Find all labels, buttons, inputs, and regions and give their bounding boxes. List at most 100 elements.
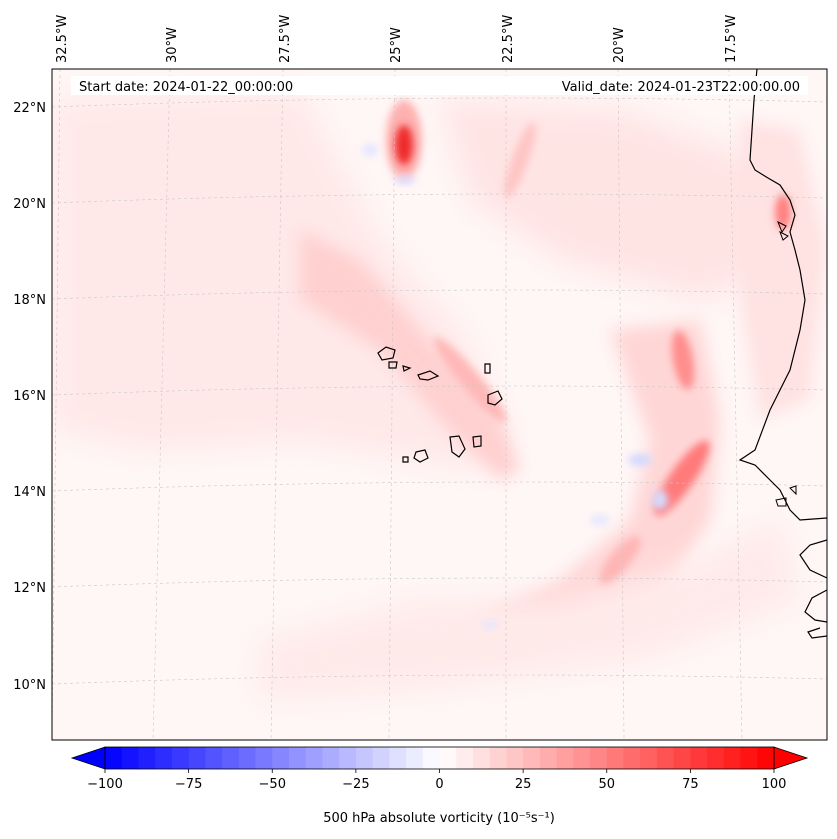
north-vorticity-max-core — [395, 125, 413, 165]
gridlines — [52, 69, 827, 740]
start-date-label: Start date: 2024-01-22_00:00:00 — [79, 80, 293, 95]
vorticity-field — [52, 69, 827, 740]
colorbar-cell — [171, 747, 190, 769]
colorbar-max-extend-arrow — [773, 746, 809, 770]
colorbar-cell — [389, 747, 407, 769]
colorbar-cell — [288, 747, 307, 769]
parallel — [52, 289, 827, 300]
colorbar-cell — [355, 747, 374, 769]
santa-luzia-island — [402, 365, 412, 372]
boa-vista-island — [487, 390, 503, 406]
coastal-max — [775, 194, 791, 230]
colorbar-cell — [707, 747, 725, 769]
sao-nicolau-island — [417, 370, 440, 381]
colorbar-cell — [590, 747, 608, 769]
colorbar-cell — [422, 747, 441, 769]
parallel — [52, 97, 827, 108]
colorbar-cell — [305, 747, 324, 769]
colorbar-tick-label: −25 — [342, 777, 369, 792]
colorbar-cell — [188, 747, 206, 769]
colorbar-cell — [439, 747, 457, 769]
colorbar-cell — [523, 747, 541, 769]
colorbar-tick-label: 100 — [762, 777, 787, 792]
colorbar-cells — [105, 747, 775, 769]
field-coast-pink — [740, 120, 827, 420]
colorbar-cell — [723, 747, 742, 769]
parallel — [52, 193, 827, 204]
east-band-south-max — [654, 440, 710, 516]
meridian — [728, 69, 743, 740]
map-frame — [51, 68, 828, 741]
colorbar-cell — [138, 747, 156, 769]
meridian — [388, 69, 396, 740]
lon-label: 25°W — [389, 27, 404, 63]
negative-patch-6 — [362, 144, 378, 156]
colorbar-min-extend-arrow — [70, 746, 106, 770]
parallel — [52, 577, 827, 588]
colorbar-tick-label: 50 — [598, 777, 615, 792]
colorbar-tick-label: 75 — [682, 777, 699, 792]
maio-island — [472, 435, 482, 448]
colorbar-cell — [757, 747, 775, 769]
latitude-labels: 22°N 20°N 18°N 16°N 14°N 12°N 10°N — [13, 101, 46, 693]
brava-island — [402, 456, 409, 463]
east-band-north-max — [671, 330, 695, 390]
colorbar-tick-label: −75 — [175, 777, 202, 792]
colorbar-tick-label: −50 — [259, 777, 286, 792]
field-south-pink — [260, 520, 800, 700]
lat-label: 10°N — [13, 678, 46, 693]
lon-label: 17.5°W — [724, 15, 739, 63]
colorbar-cell — [238, 747, 257, 769]
negative-patch-1 — [395, 176, 415, 184]
lon-label: 30°W — [165, 27, 180, 63]
lat-label: 12°N — [13, 581, 46, 596]
field-central-band — [300, 230, 520, 480]
colorbar-ticks: −100 −75 −50 −25 0 25 50 75 100 — [87, 769, 786, 792]
lat-label: 14°N — [13, 485, 46, 500]
colorbar-cell — [673, 747, 691, 769]
lon-label: 20°W — [612, 27, 627, 63]
colorbar-cell — [255, 747, 273, 769]
colorbar-label: 500 hPa absolute vorticity (10⁻⁵s⁻¹) — [323, 811, 555, 826]
negative-patch-3 — [652, 490, 668, 510]
colorbar-cell — [121, 747, 140, 769]
colorbar-cell — [539, 747, 558, 769]
fogo-island — [413, 449, 429, 463]
colorbar-cell — [406, 747, 424, 769]
lat-label: 22°N — [13, 101, 46, 116]
sal-island — [484, 363, 491, 374]
colorbar-cell — [105, 747, 123, 769]
parallel — [52, 481, 827, 492]
santiago-island — [449, 435, 466, 458]
colorbar-cell — [205, 747, 223, 769]
lat-label: 20°N — [13, 197, 46, 212]
negative-patch-2 — [628, 454, 652, 466]
parallel — [52, 385, 827, 396]
colorbar: −100 −75 −50 −25 0 25 50 75 100 500 hPa absolute… — [70, 746, 809, 826]
bijagos-islands — [775, 485, 797, 507]
colorbar-tick-label: 25 — [515, 777, 532, 792]
sao-vicente-island — [388, 361, 398, 369]
meridian — [52, 69, 61, 740]
colorbar-cell — [456, 747, 474, 769]
cape-verde-islands — [377, 346, 503, 463]
santo-antao-island — [377, 346, 396, 361]
colorbar-tick-label: 0 — [435, 777, 443, 792]
streak-3 — [599, 536, 641, 584]
africa-coastline-south — [799, 539, 827, 639]
africa-coastline — [738, 69, 827, 521]
longitude-labels: 32.5°W 30°W 27.5°W 25°W 22.5°W 20°W 17.5… — [55, 15, 739, 63]
valid-date-label: Valid_date: 2024-01-23T22:00:00.00 — [562, 80, 800, 95]
colorbar-cell — [556, 747, 574, 769]
colorbar-cell — [372, 747, 390, 769]
colorbar-cell — [506, 747, 524, 769]
colorbar-cell — [573, 747, 591, 769]
lat-label: 18°N — [13, 293, 46, 308]
colorbar-cell — [322, 747, 340, 769]
parallel — [52, 674, 827, 685]
colorbar-cell — [472, 747, 491, 769]
colorbar-cell — [606, 747, 625, 769]
colorbar-cell — [740, 747, 758, 769]
lon-label: 27.5°W — [278, 15, 293, 63]
